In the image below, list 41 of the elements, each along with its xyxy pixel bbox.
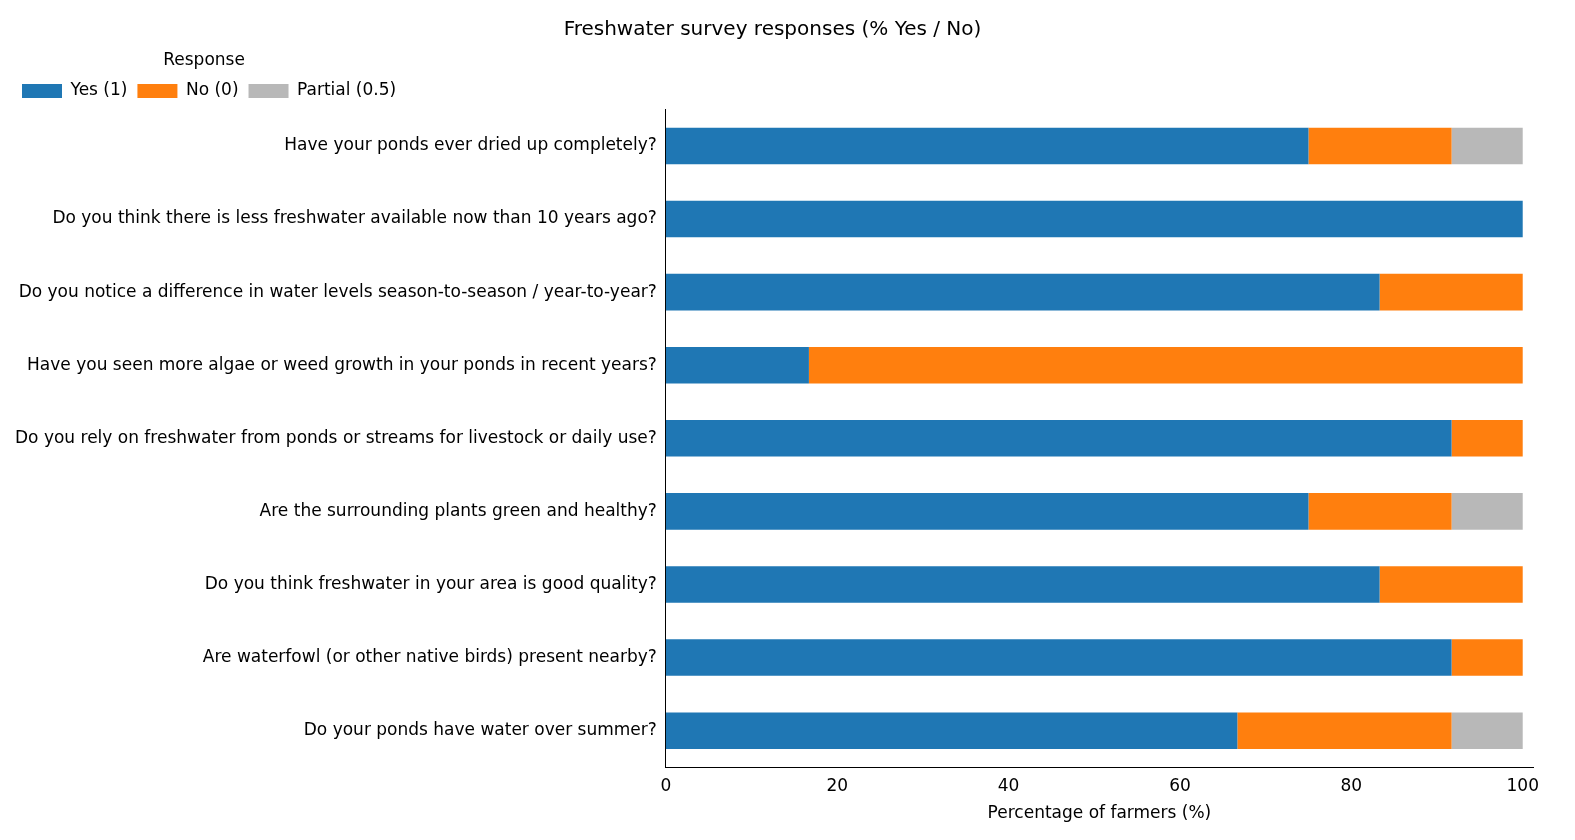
bar bbox=[1308, 127, 1452, 165]
bar bbox=[665, 273, 1380, 311]
bar bbox=[665, 566, 1380, 603]
bar bbox=[665, 420, 1452, 457]
legend-label: Yes (1) bbox=[69, 79, 128, 100]
y-tick-label: Have your ponds ever dried up completely? bbox=[284, 134, 657, 155]
bar bbox=[1237, 712, 1452, 749]
y-tick-label: Are waterfowl (or other native birds) present nearby? bbox=[202, 645, 657, 666]
x-tick-label: 60 bbox=[1169, 774, 1191, 795]
y-tick-label: Have you seen more algae or weed growth in your ponds in recent years? bbox=[27, 353, 657, 374]
legend-label: Partial (0.5) bbox=[297, 79, 397, 100]
bar bbox=[808, 346, 1523, 384]
bar bbox=[665, 346, 809, 384]
x-tick-label: 0 bbox=[660, 774, 672, 795]
y-tick-label: Do you think freshwater in your area is good quality? bbox=[204, 572, 657, 593]
bar bbox=[1451, 712, 1523, 749]
x-tick-label: 40 bbox=[997, 774, 1020, 795]
chart-title: Freshwater survey responses (% Yes / No) bbox=[563, 16, 982, 41]
bar bbox=[1451, 639, 1523, 676]
bar bbox=[1451, 420, 1523, 457]
bar bbox=[1379, 566, 1523, 603]
x-tick-label: 100 bbox=[1506, 774, 1539, 795]
bar bbox=[1451, 493, 1523, 530]
bar bbox=[665, 493, 1309, 530]
bar bbox=[665, 639, 1452, 676]
y-tick-label: Do you notice a difference in water levels season-to-season / year-to-year? bbox=[18, 280, 657, 301]
x-tick-label: 20 bbox=[826, 774, 849, 795]
bar bbox=[665, 127, 1309, 165]
y-tick-label: Are the surrounding plants green and healthy? bbox=[259, 499, 657, 520]
bar bbox=[1308, 493, 1452, 530]
x-axis-title: Percentage of farmers (%) bbox=[987, 802, 1212, 823]
y-tick-label: Do your ponds have water over summer? bbox=[303, 719, 657, 740]
bar bbox=[665, 200, 1523, 238]
y-tick-label: Do you rely on freshwater from ponds or streams for livestock or daily use? bbox=[15, 426, 657, 447]
bar bbox=[1451, 127, 1523, 165]
y-tick-label: Do you think there is less freshwater available now than 10 years ago? bbox=[52, 207, 657, 228]
x-tick-label: 80 bbox=[1340, 774, 1363, 795]
legend-title: Response bbox=[163, 48, 245, 69]
bar bbox=[665, 712, 1238, 749]
legend-label: No (0) bbox=[185, 79, 239, 100]
bar bbox=[1379, 273, 1523, 311]
